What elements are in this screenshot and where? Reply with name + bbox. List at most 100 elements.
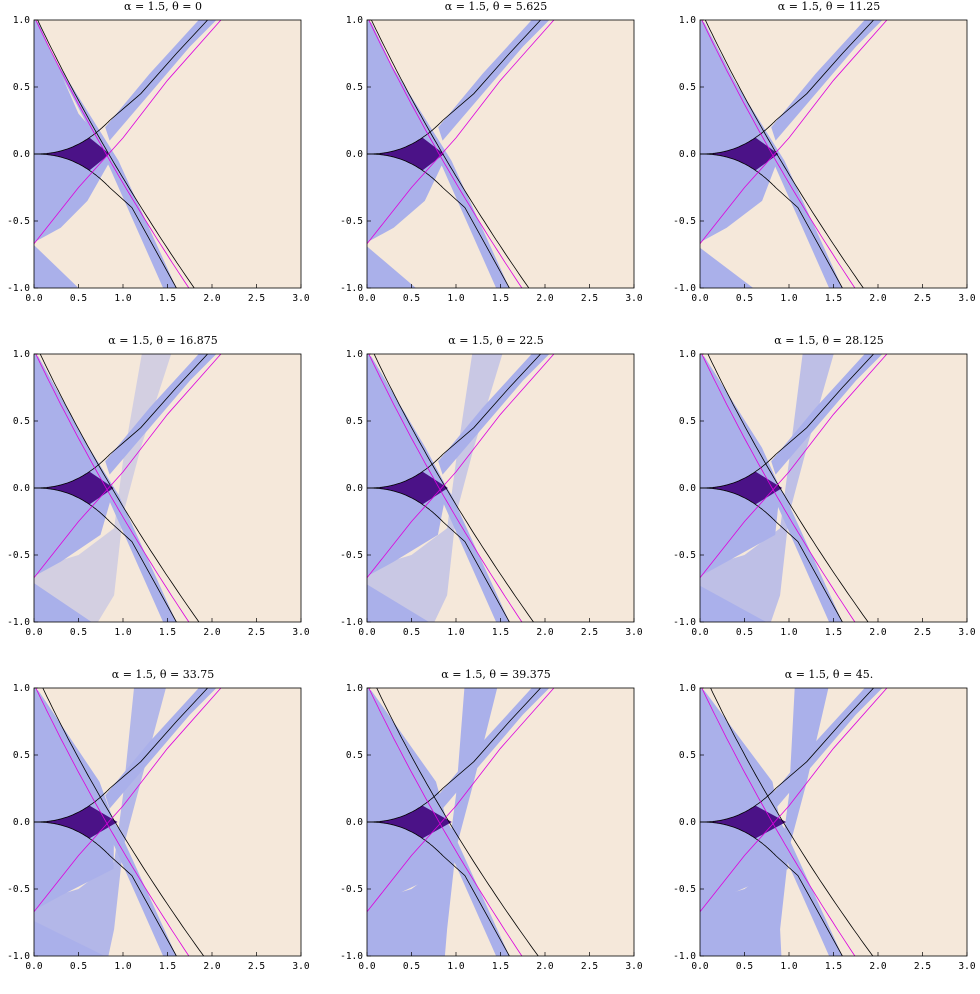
curve-black-upper: [700, 20, 874, 155]
y-tick-label: 1.0: [346, 15, 363, 26]
x-tick-label: 1.5: [159, 961, 176, 972]
curve-black-descending: [42, 688, 205, 956]
region-dark: [367, 805, 452, 839]
x-tick-label: 2.5: [248, 627, 265, 638]
x-tick-label: 1.0: [447, 293, 464, 304]
curve-magenta-descending: [701, 688, 856, 956]
x-tick-label: 2.5: [914, 293, 931, 304]
chart-title: α = 1.5, θ = 33.75: [111, 668, 215, 681]
y-tick-label: 0.5: [346, 416, 363, 427]
x-tick-label: 1.0: [114, 293, 131, 304]
region-light: [700, 20, 781, 243]
y-tick-label: 1.0: [346, 349, 363, 360]
x-tick-label: 1.0: [114, 627, 131, 638]
curve-magenta-ascending: [700, 354, 888, 579]
y-tick-label: 1.0: [13, 349, 30, 360]
x-tick-label: 3.0: [292, 627, 309, 638]
region-light-lobe: [34, 354, 172, 622]
chart-svg: 0.0 0.5 1.0 1.5 2.0 2.5 3.0 -1.0 -0.5 0.0 0.5 1.0: [673, 683, 976, 972]
plot-area: [34, 354, 301, 622]
chart-panel: α = 1.5, θ = 22.5 0.0 0.5 1.0 1.5 2.0 2.5 3.0 -1…: [333, 334, 659, 660]
plot-area: [34, 688, 301, 956]
x-tick-label: 1.5: [825, 627, 842, 638]
x-tick-label: 1.0: [447, 627, 464, 638]
chart-title: α = 1.5, θ = 39.375: [441, 668, 551, 681]
x-tick-label: 2.5: [581, 961, 598, 972]
chart-panel: α = 1.5, θ = 5.625 0.0 0.5 1.0 1.5 2.0 2.5 3.0 -…: [333, 0, 659, 326]
x-tick-label: 2.0: [203, 293, 220, 304]
y-tick-label: 0.5: [346, 82, 363, 93]
x-tick-label: 0.5: [70, 293, 87, 304]
region-light-lobe: [700, 688, 829, 956]
curve-magenta-descending: [701, 354, 856, 622]
chart-title: α = 1.5, θ = 0: [124, 0, 202, 13]
chart-panel: α = 1.5, θ = 28.125 0.0 0.5 1.0 1.5 2.0 2.5 3.0…: [666, 334, 980, 660]
curve-magenta-ascending: [700, 20, 888, 245]
region-light-lower: [367, 246, 416, 288]
chart-title: α = 1.5, θ = 11.25: [777, 0, 881, 13]
x-tick-label: 1.5: [492, 961, 509, 972]
chart-title: α = 1.5, θ = 16.875: [108, 334, 218, 347]
region-light-stripe: [375, 708, 510, 956]
x-tick-label: 0.0: [691, 627, 708, 638]
region-dark: [700, 471, 783, 505]
y-tick-label: 0.5: [13, 750, 30, 761]
plot-area: [367, 688, 634, 956]
x-tick-label: 2.5: [581, 627, 598, 638]
region-light-band: [438, 20, 550, 141]
x-tick-label: 0.5: [736, 293, 753, 304]
region-light-lobe: [34, 688, 166, 956]
x-tick-label: 1.5: [825, 961, 842, 972]
curve-black-lower: [34, 487, 177, 622]
x-tick-label: 2.0: [536, 293, 553, 304]
x-tick-label: 0.5: [403, 627, 420, 638]
plot-area: [34, 20, 301, 288]
x-tick-label: 3.0: [292, 961, 309, 972]
chart-panel: α = 1.5, θ = 45. 0.0 0.5 1.0 1.5 2.0 2.5 3.0 -1.…: [666, 668, 980, 994]
y-tick-label: 0.5: [679, 750, 696, 761]
x-tick-label: 0.5: [70, 961, 87, 972]
curve-black-descending: [710, 688, 874, 956]
y-tick-label: -0.5: [340, 884, 363, 895]
curve-black-descending: [704, 20, 864, 288]
curve-black-lower: [34, 821, 177, 956]
x-tick-label: 0.5: [403, 293, 420, 304]
curve-black-lower: [34, 153, 177, 288]
y-tick-label: -0.5: [7, 550, 30, 561]
x-tick-label: 1.5: [492, 293, 509, 304]
curve-black-descending: [37, 20, 195, 288]
curve-magenta-ascending: [367, 354, 555, 579]
curve-black-lower: [367, 487, 510, 622]
curve-black-upper: [700, 354, 874, 489]
x-tick-label: 2.5: [914, 961, 931, 972]
y-tick-label: -1.0: [673, 951, 696, 962]
y-tick-label: 0.5: [679, 416, 696, 427]
chart-svg: 0.0 0.5 1.0 1.5 2.0 2.5 3.0 -1.0 -0.5 0.0 0.5 1.0: [7, 15, 310, 304]
chart-svg: 0.0 0.5 1.0 1.5 2.0 2.5 3.0 -1.0 -0.5 0.0 0.5 1.0: [7, 349, 310, 638]
chart-svg: 0.0 0.5 1.0 1.5 2.0 2.5 3.0 -1.0 -0.5 0.0 0.5 1.0: [673, 349, 976, 638]
curve-black-lower: [367, 153, 510, 288]
chart-title: α = 1.5, θ = 45.: [784, 668, 874, 681]
x-tick-label: 2.0: [536, 961, 553, 972]
curve-black-descending: [707, 354, 869, 622]
y-tick-label: -0.5: [340, 550, 363, 561]
x-tick-label: 3.0: [958, 961, 975, 972]
chart-panel: α = 1.5, θ = 11.25 0.0 0.5 1.0 1.5 2.0 2.5 3.0 -…: [666, 0, 980, 326]
x-tick-label: 0.0: [25, 293, 42, 304]
plot-area: [367, 20, 634, 288]
chart-panel: α = 1.5, θ = 39.375 0.0 0.5 1.0 1.5 2.0 2.5 3.0…: [333, 668, 659, 994]
x-tick-label: 1.0: [780, 293, 797, 304]
curve-black-upper: [700, 688, 874, 823]
curve-magenta-ascending: [34, 688, 222, 913]
y-tick-label: 1.0: [346, 683, 363, 694]
curve-magenta-descending: [368, 20, 523, 288]
x-tick-label: 0.0: [358, 627, 375, 638]
region-light: [34, 20, 115, 243]
y-tick-label: -1.0: [673, 617, 696, 628]
y-tick-label: -1.0: [673, 283, 696, 294]
region-dark: [367, 137, 444, 171]
region-dark: [34, 471, 114, 505]
x-tick-label: 1.5: [159, 293, 176, 304]
region-dark: [34, 805, 118, 839]
x-tick-label: 3.0: [292, 293, 309, 304]
